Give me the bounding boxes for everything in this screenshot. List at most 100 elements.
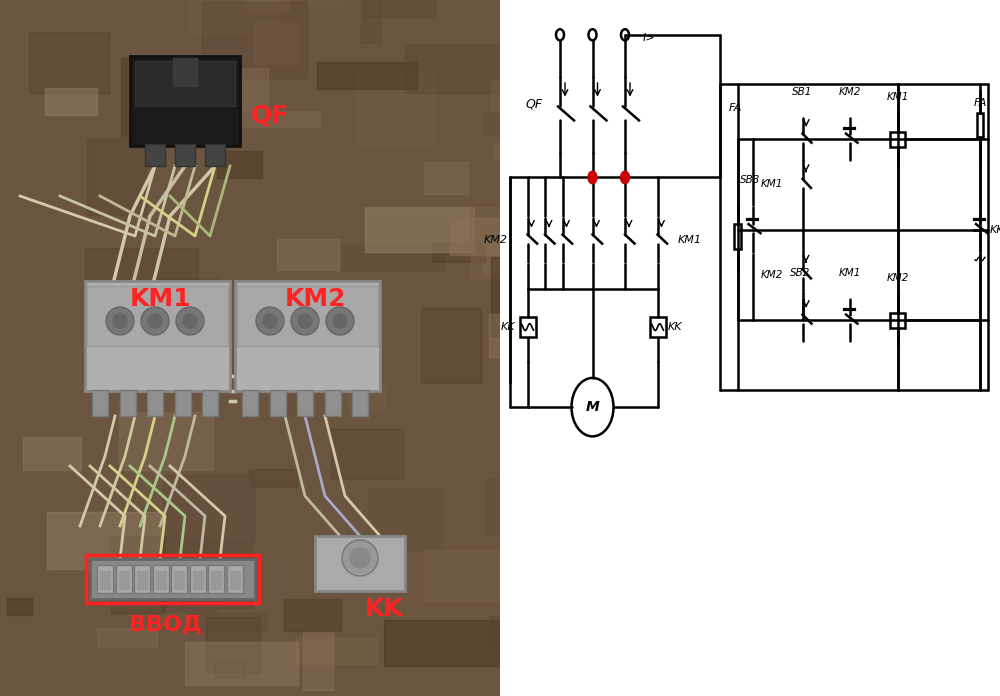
Text: SB3: SB3 xyxy=(740,175,760,184)
Text: KM1: KM1 xyxy=(761,180,784,189)
Bar xyxy=(483,112,533,134)
Bar xyxy=(734,224,741,248)
Bar xyxy=(188,613,266,631)
Bar xyxy=(279,383,306,415)
Bar xyxy=(242,390,258,416)
Bar xyxy=(97,628,157,647)
Bar xyxy=(45,88,97,115)
Bar xyxy=(356,71,436,146)
Bar xyxy=(352,390,368,416)
Bar xyxy=(202,2,307,78)
Text: SB1: SB1 xyxy=(792,87,813,97)
Bar xyxy=(193,571,203,589)
Bar xyxy=(296,638,377,664)
Bar xyxy=(977,113,983,137)
Bar xyxy=(324,390,340,416)
Text: FA: FA xyxy=(728,103,742,113)
Bar xyxy=(214,661,245,679)
Bar xyxy=(120,390,136,416)
Bar xyxy=(342,245,445,271)
Bar xyxy=(487,479,516,534)
Bar xyxy=(205,144,225,166)
Text: KM1: KM1 xyxy=(839,268,861,278)
Bar xyxy=(175,144,195,166)
Circle shape xyxy=(620,171,630,184)
Text: KK: KK xyxy=(990,225,1000,235)
Bar xyxy=(187,0,280,34)
Text: KM1: KM1 xyxy=(886,93,909,102)
Bar xyxy=(368,490,442,551)
Text: KK: KK xyxy=(668,322,682,332)
Bar xyxy=(86,555,259,603)
Circle shape xyxy=(148,314,162,328)
Bar xyxy=(208,565,224,593)
Text: SB2: SB2 xyxy=(790,268,810,278)
Bar xyxy=(308,0,342,7)
Bar xyxy=(130,56,240,146)
Bar xyxy=(180,542,252,608)
Bar xyxy=(424,162,468,193)
Bar xyxy=(214,111,320,127)
Text: M: M xyxy=(586,400,599,414)
Bar xyxy=(116,565,132,593)
Bar xyxy=(185,642,298,686)
Bar xyxy=(471,207,561,279)
Circle shape xyxy=(141,307,169,335)
Bar xyxy=(87,139,146,215)
Circle shape xyxy=(256,307,284,335)
Bar xyxy=(254,23,299,64)
Text: ВВОД: ВВОД xyxy=(129,615,201,635)
Bar xyxy=(491,81,597,112)
Text: KM2: KM2 xyxy=(484,235,508,245)
Bar xyxy=(489,314,600,357)
Bar xyxy=(7,598,32,615)
Text: QF: QF xyxy=(525,98,542,111)
Bar xyxy=(147,390,163,416)
Bar xyxy=(90,559,255,599)
Bar xyxy=(211,571,221,589)
Bar xyxy=(137,571,147,589)
Bar xyxy=(119,412,213,470)
Bar xyxy=(424,550,515,601)
Bar xyxy=(245,0,289,10)
Text: KM2: KM2 xyxy=(886,274,909,283)
Bar xyxy=(249,469,297,487)
Bar xyxy=(171,565,187,593)
Bar xyxy=(135,61,235,106)
Bar xyxy=(175,390,190,416)
Bar xyxy=(890,313,905,328)
Bar xyxy=(421,308,481,383)
Bar xyxy=(162,537,218,611)
Circle shape xyxy=(291,307,319,335)
Bar xyxy=(97,565,113,593)
Text: I>: I> xyxy=(642,33,655,43)
Bar xyxy=(100,571,110,589)
Bar xyxy=(491,257,537,336)
Bar xyxy=(235,281,380,391)
Text: KM2: KM2 xyxy=(761,270,784,280)
Circle shape xyxy=(106,307,134,335)
Text: FA: FA xyxy=(973,98,987,108)
Circle shape xyxy=(113,314,127,328)
Bar xyxy=(450,218,504,255)
Circle shape xyxy=(333,314,347,328)
Bar xyxy=(331,429,403,479)
Bar xyxy=(173,58,197,86)
Text: KK: KK xyxy=(365,597,404,621)
Bar xyxy=(483,239,530,274)
Bar xyxy=(190,565,206,593)
Bar xyxy=(206,617,260,673)
Bar xyxy=(156,571,166,589)
Circle shape xyxy=(588,171,597,184)
Bar xyxy=(227,565,243,593)
Bar xyxy=(303,631,333,690)
Bar xyxy=(111,537,165,612)
Circle shape xyxy=(326,307,354,335)
Bar xyxy=(270,390,286,416)
Bar xyxy=(119,571,129,589)
Bar xyxy=(153,278,218,358)
Bar xyxy=(890,132,905,147)
Circle shape xyxy=(183,314,197,328)
Bar xyxy=(85,281,230,391)
Bar xyxy=(520,317,536,337)
